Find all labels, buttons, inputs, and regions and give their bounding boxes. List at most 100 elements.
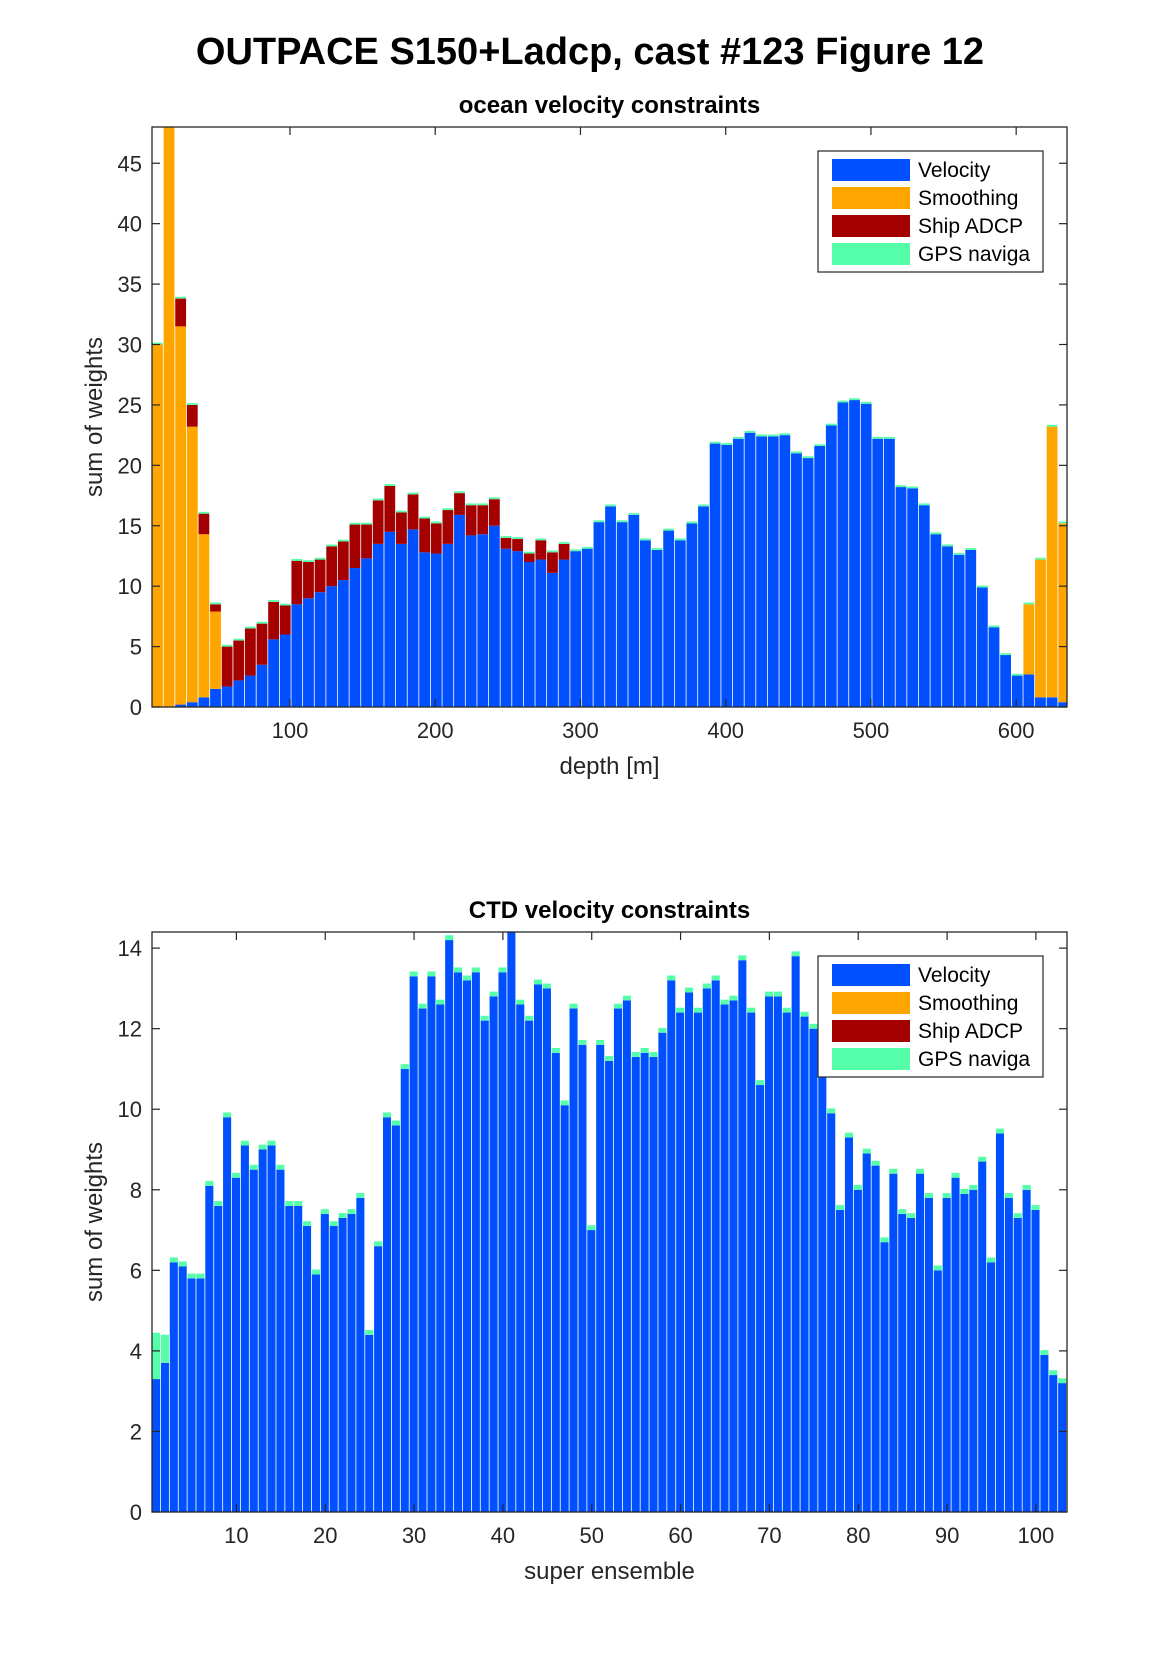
legend-label: Smoothing [918, 187, 1018, 210]
figure-title: OUTPACE S150+Ladcp, cast #123 Figure 12 [196, 31, 984, 73]
bar-segment-velocity [976, 587, 988, 707]
bar-segment-velocity [256, 664, 268, 707]
bar-segment-gps-naviga [407, 492, 419, 495]
bar-segment-velocity [303, 598, 314, 707]
bar-segment-gps-naviga [988, 625, 1000, 628]
bar-segment-velocity [231, 1177, 241, 1512]
bar-segment-gps-naviga [196, 1273, 205, 1279]
bar-segment-gps-naviga [732, 436, 744, 439]
bar-segment-gps-naviga [311, 1269, 320, 1275]
bar-segment-gps-naviga [249, 1164, 258, 1170]
bar-segment-gps-naviga [702, 983, 711, 989]
bar-segment-velocity [400, 1068, 409, 1512]
bar-segment-gps-naviga [884, 436, 895, 439]
x-tick-label: 500 [853, 718, 890, 743]
bar-segment-velocity [596, 1044, 605, 1512]
bar-segment-velocity [969, 1189, 978, 1512]
bar-segment-velocity [853, 1189, 862, 1512]
bar-segment-velocity [721, 444, 733, 707]
bar-segment-velocity [477, 534, 489, 707]
chart-title: ocean velocity constraints [459, 92, 760, 119]
bar-segment-gps-naviga [756, 1080, 765, 1086]
bar-segment-gps-naviga [587, 1225, 596, 1231]
bar-segment-gps-naviga [825, 423, 837, 426]
bar-segment-velocity [418, 1008, 427, 1512]
y-tick-label: 10 [118, 1097, 142, 1122]
bar-segment-gps-naviga [430, 521, 442, 524]
bar-segment-velocity [732, 438, 744, 707]
bar-segment-gps-naviga [686, 521, 698, 524]
bar-segment-gps-naviga [969, 1184, 978, 1190]
bar-segment-gps-naviga [418, 1003, 427, 1009]
bar-segment-gps-naviga [721, 442, 733, 445]
bar-segment-gps-naviga [581, 546, 593, 549]
bar-segment-velocity [658, 1032, 667, 1512]
bar-segment-velocity [1031, 1209, 1040, 1512]
bar-segment-gps-naviga [349, 522, 361, 525]
bar-segment-velocity [276, 1169, 285, 1512]
bar-segment-gps-naviga [240, 1140, 249, 1146]
bar-segment-velocity [356, 1197, 365, 1512]
bar-segment-velocity [442, 543, 454, 707]
bar-segment-gps-naviga [221, 644, 233, 647]
bar-segment-gps-naviga [160, 1334, 169, 1363]
bar-segment-velocity [933, 1270, 942, 1512]
bar-segment-velocity [605, 1060, 614, 1512]
x-tick-label: 60 [668, 1523, 692, 1548]
bar-segment-gps-naviga [291, 558, 303, 561]
bar-segment-ship-adcp [198, 513, 210, 535]
bar-segment-velocity [1023, 674, 1035, 707]
legend: Velocity Smoothing Ship ADCP GPS naviga [817, 150, 1044, 273]
bar-segment-gps-naviga [898, 1209, 907, 1214]
bar-segment-gps-naviga [267, 1140, 276, 1146]
x-tick-label: 600 [998, 718, 1035, 743]
y-tick-label: 0 [130, 695, 142, 720]
bar-segment-gps-naviga [747, 1007, 756, 1013]
bar-segment-velocity [570, 551, 582, 707]
bar-segment-velocity [895, 487, 907, 707]
legend-label: Ship ADCP [918, 215, 1023, 238]
bar-segment-ship-adcp [326, 546, 338, 587]
bar-segment-velocity [1058, 702, 1067, 707]
bar-segment-velocity [872, 438, 884, 707]
bar-segment-velocity [744, 432, 756, 707]
bar-segment-velocity [500, 548, 512, 707]
y-tick-label: 20 [118, 453, 142, 478]
bar-segment-velocity [809, 1028, 818, 1512]
bar-segment-gps-naviga [1004, 1193, 1013, 1198]
bar-segment-velocity [329, 1226, 338, 1512]
bar-segment-gps-naviga [303, 560, 314, 562]
y-tick-label: 45 [118, 151, 142, 176]
bar-segment-velocity [285, 1205, 294, 1512]
legend-swatch [832, 1048, 910, 1070]
bar-segment-velocity [1058, 1383, 1067, 1512]
bar-segment-velocity [915, 1173, 925, 1512]
legend-swatch [832, 215, 910, 237]
bar-segment-gps-naviga [605, 1056, 614, 1061]
bar-segment-velocity [430, 553, 442, 707]
bar-segment-velocity [347, 1213, 356, 1512]
bar-segment-gps-naviga [942, 544, 953, 547]
bar-segment-gps-naviga [622, 995, 631, 1001]
ocean-velocity-chart: 100 200 300 400 500 600 0 5 10 15 20 25 30 35 40 45 ocea… [81, 92, 1068, 780]
bar-segment-gps-naviga [419, 516, 431, 519]
bar-segment-gps-naviga [960, 1188, 969, 1194]
legend-swatch [832, 159, 910, 181]
bar-segment-velocity [814, 446, 826, 707]
bar-segment-gps-naviga [547, 550, 558, 553]
bar-segment-gps-naviga [276, 1164, 285, 1170]
bar-segment-ship-adcp [210, 604, 221, 612]
bar-segment-velocity [512, 551, 524, 707]
bar-segment-gps-naviga [693, 1007, 702, 1013]
bar-segment-gps-naviga [729, 995, 738, 1001]
bar-segment-ship-adcp [488, 499, 500, 526]
bar-segment-velocity [1022, 1189, 1031, 1512]
bar-segment-velocity [436, 1004, 445, 1512]
bar-segment-velocity [214, 1205, 223, 1512]
bars-group [152, 127, 1067, 707]
bar-segment-gps-naviga [711, 975, 720, 981]
bar-segment-gps-naviga [779, 433, 791, 436]
bar-segment-velocity [711, 980, 720, 1512]
legend-label: Ship ADCP [918, 1020, 1023, 1043]
bar-segment-ship-adcp [384, 485, 396, 532]
